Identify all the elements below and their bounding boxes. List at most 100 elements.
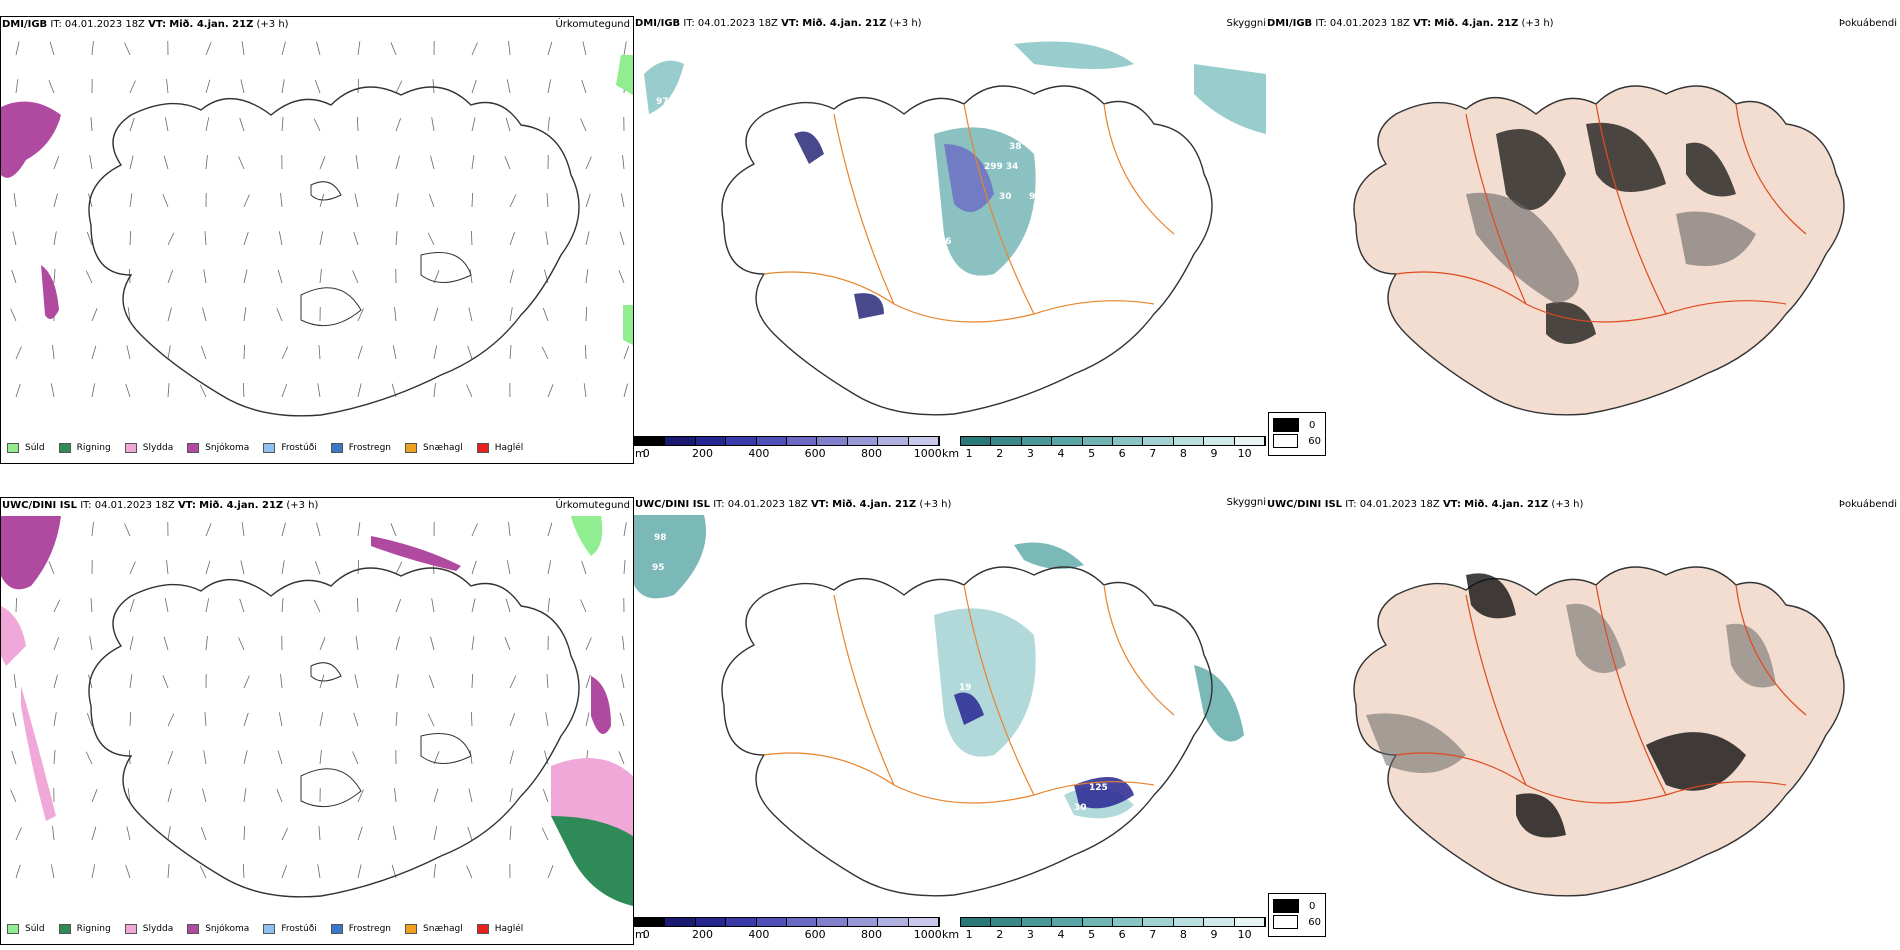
wind-barb xyxy=(509,307,513,322)
wind-barb xyxy=(313,118,321,132)
wind-barb xyxy=(433,788,439,803)
colorbar-segment xyxy=(878,437,909,445)
wind-barb xyxy=(319,231,324,246)
legend-swatch xyxy=(7,443,19,453)
colorbar-segment xyxy=(726,918,757,926)
visibility-m-colorbar: 0 200 400 600 800 1000 xyxy=(634,917,942,941)
visibility-value-label: 12 xyxy=(1094,633,1107,643)
wind-barb xyxy=(243,269,248,284)
legend-label: Haglél xyxy=(494,924,524,934)
colorbar-segment xyxy=(1113,918,1144,926)
wind-barb xyxy=(427,232,435,246)
wind-barb xyxy=(167,864,170,879)
wind-barb xyxy=(319,156,326,170)
colorbar-segment xyxy=(847,437,879,445)
visibility-value-label: 76 xyxy=(944,107,957,117)
fog-panel-uwc: UWC/DINI ISL IT: 04.01.2023 18Z VT: Mið.… xyxy=(1266,497,1900,945)
colorbar-segment xyxy=(1143,437,1174,445)
wind-barb xyxy=(547,560,552,575)
colorbar-tick: 2 xyxy=(996,928,1004,941)
fog-legend-swatch xyxy=(1273,915,1299,929)
wind-barb xyxy=(469,750,473,765)
fog-index-map xyxy=(1353,566,1845,897)
legend-label: Rigning xyxy=(76,924,111,934)
visibility-m-colorbar: 0 200 400 600 800 1000 xyxy=(634,436,942,460)
colorbar-segment xyxy=(665,918,696,926)
wind-barb xyxy=(430,636,435,651)
wind-barb xyxy=(280,193,283,208)
precip-type-map xyxy=(1,40,633,417)
wind-barb xyxy=(314,79,321,94)
wind-barb xyxy=(11,750,17,765)
legend-swatch xyxy=(405,443,418,453)
legend-item: Frostregn xyxy=(330,924,391,934)
wind-barb xyxy=(585,637,592,651)
panel-title: Úrkomutegund xyxy=(555,19,630,30)
wind-barb xyxy=(243,675,250,689)
wind-barb xyxy=(205,523,212,537)
wind-barb xyxy=(129,598,135,613)
wind-barb xyxy=(238,156,245,170)
colorbar-segment xyxy=(635,437,666,445)
wind-barb xyxy=(91,789,98,803)
wind-barb xyxy=(357,383,362,398)
drizzle-area xyxy=(623,305,633,345)
visibility-value-label: 125 xyxy=(1089,783,1108,793)
wind-barb xyxy=(395,117,402,132)
wind-barb xyxy=(353,712,359,727)
colorbar-unit: m xyxy=(635,447,646,460)
wind-barb xyxy=(317,383,321,398)
fog-area xyxy=(1466,573,1746,838)
wind-barb xyxy=(471,155,475,170)
fog-legend-row: 0 xyxy=(1273,899,1321,913)
colorbar-segment xyxy=(1082,437,1114,445)
visibility-value-label: 26 xyxy=(849,643,862,653)
wind-barb xyxy=(319,712,324,727)
wind-barb xyxy=(618,270,625,284)
wind-barb xyxy=(509,269,514,284)
wind-barb xyxy=(204,712,207,727)
visibility-value-label: 97 xyxy=(656,97,669,107)
wind-barb xyxy=(623,41,627,56)
colorbar-segment xyxy=(817,437,848,445)
wind-barb xyxy=(471,598,476,613)
legend-item: Súld xyxy=(7,443,45,453)
wind-barb xyxy=(276,308,283,322)
visibility-panel-uwc: UWC/DINI ISL IT: 04.01.2023 18Z VT: Mið.… xyxy=(634,497,1266,945)
visibility-value-label: 85 xyxy=(814,127,827,137)
wind-barb xyxy=(91,383,96,398)
wind-barb xyxy=(542,788,549,803)
colorbar-tick: 200 xyxy=(692,928,714,941)
colorbar-tick: 5 xyxy=(1088,928,1096,941)
wind-barb xyxy=(52,826,55,841)
wind-barb xyxy=(276,789,283,803)
wind-barb xyxy=(167,269,174,284)
wind-barb xyxy=(509,231,516,246)
legend-item: Snæhagl xyxy=(405,924,463,934)
panel-title: Skyggni xyxy=(1226,18,1266,29)
colorbar-unit: m xyxy=(635,928,646,941)
wind-barb xyxy=(281,41,286,56)
wind-barb xyxy=(433,826,438,841)
legend-label: Frostregn xyxy=(348,443,392,453)
wind-barb xyxy=(357,345,363,360)
wind-barb xyxy=(392,345,397,360)
fog-legend-label: 60 xyxy=(1308,435,1321,447)
wind-barb xyxy=(129,193,133,208)
colorbar-segment xyxy=(1204,918,1235,926)
low-vis-area xyxy=(794,131,884,319)
visibility-panel-dmi: DMI/IGB IT: 04.01.2023 18Z VT: Mið. 4.ja… xyxy=(634,16,1266,464)
wind-barb xyxy=(433,345,438,360)
colorbar-unit: km xyxy=(942,928,960,941)
wind-barb xyxy=(164,117,169,132)
wind-barb xyxy=(126,345,131,360)
wind-barb xyxy=(15,827,22,841)
wind-barb xyxy=(205,79,211,94)
panel-header: UWC/DINI ISL IT: 04.01.2023 18Z VT: Mið.… xyxy=(635,499,952,510)
colorbar-segment xyxy=(908,918,940,926)
snow-area xyxy=(1,516,611,734)
colorbar-tick: 1000 xyxy=(913,928,942,941)
wind-barb xyxy=(357,789,364,803)
precip-legend: Súld Rigning Slydda Snjókoma Frostúði Frostre… xyxy=(7,439,537,457)
wind-barb xyxy=(50,864,55,879)
